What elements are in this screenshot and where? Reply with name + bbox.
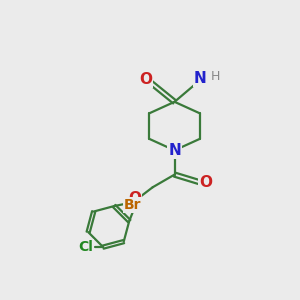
Text: Cl: Cl: [78, 240, 93, 254]
Text: N: N: [168, 143, 181, 158]
Text: Br: Br: [124, 198, 141, 212]
Text: O: O: [199, 175, 212, 190]
Text: H: H: [210, 70, 220, 83]
Text: N: N: [194, 71, 206, 86]
Text: O: O: [128, 191, 141, 206]
Text: O: O: [140, 72, 153, 87]
